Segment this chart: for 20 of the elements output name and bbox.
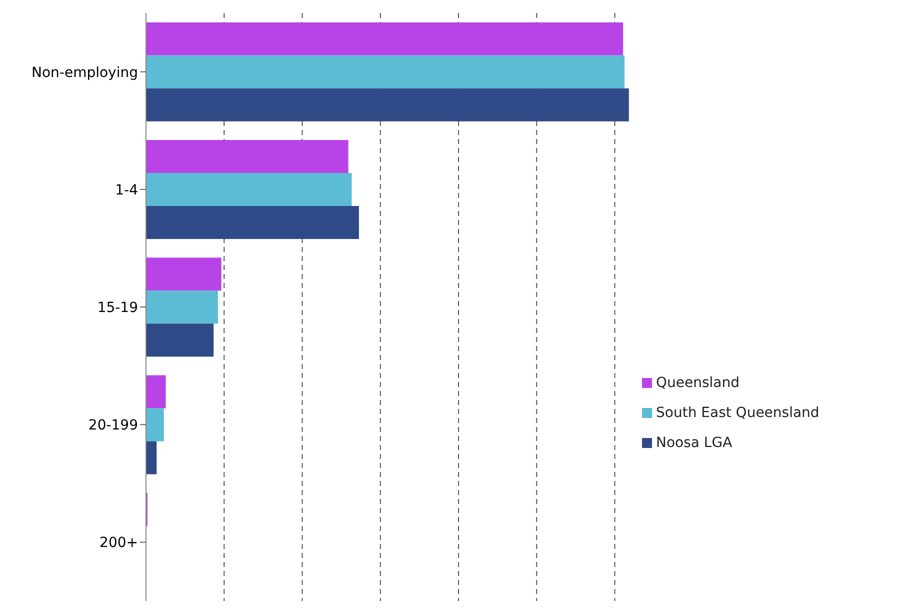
y-tick-label: Non-employing	[32, 64, 138, 81]
bar	[146, 408, 164, 442]
bar	[146, 375, 166, 408]
bar	[146, 206, 359, 240]
bar	[146, 140, 348, 174]
bar	[146, 290, 218, 324]
bar	[146, 22, 624, 56]
bar	[146, 324, 214, 357]
legend-label: South East Queensland	[656, 405, 820, 421]
legend-label: Noosa LGA	[656, 435, 732, 451]
legend-label: Queensland	[656, 375, 740, 391]
bar	[146, 258, 222, 291]
y-tick-label: 1-4	[115, 182, 138, 198]
bar	[146, 55, 625, 88]
bar	[146, 441, 157, 474]
bar	[146, 173, 352, 206]
y-tick-label: 15-19	[97, 300, 138, 316]
y-tick-label: 200+	[100, 535, 138, 552]
y-tick-label: 20-199	[88, 418, 138, 434]
bar	[146, 88, 629, 122]
